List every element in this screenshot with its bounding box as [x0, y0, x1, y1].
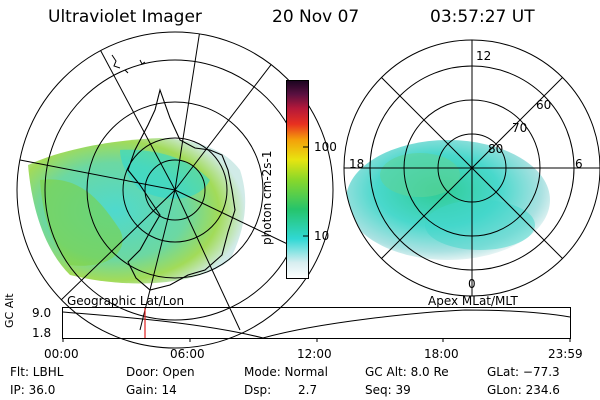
orbit-altitude-timeline [62, 307, 571, 342]
glat-info: GLat: −77.3 [487, 365, 560, 379]
time-label: 03:57:27 UT [430, 7, 535, 27]
mlt-label-6: 6 [575, 157, 583, 171]
timeline-ytick-min: 1.8 [32, 326, 52, 340]
timeline-xtick-1800: 18:00 [424, 347, 459, 361]
coastline [127, 88, 236, 291]
colorbar-unit-label: photon cm-2s-1 [260, 150, 274, 246]
ip-info: IP: 36.0 [10, 383, 56, 397]
magnetic-map [343, 39, 600, 297]
sequence-info: Seq: 39 [365, 383, 411, 397]
altitude-curve [62, 309, 571, 339]
mlt-label-18: 18 [349, 157, 365, 171]
timeline-xtick-0000: 00:00 [44, 347, 79, 361]
instrument-title: Ultraviolet Imager [48, 7, 202, 27]
date-label: 20 Nov 07 [272, 7, 360, 27]
intensity-colorbar [286, 80, 309, 279]
glon-info: GLon: 234.6 [487, 383, 560, 397]
filter-info: Flt: LBHL [10, 365, 64, 379]
dsp-value: 2.7 [298, 383, 318, 397]
magnetic-caption: Apex MLat/MLT [428, 294, 518, 308]
mlat-label-80: 80 [488, 142, 504, 156]
timeline-xtick-1200: 12:00 [297, 347, 332, 361]
timeline-ylabel: GC Alt [3, 293, 16, 328]
colorbar-tick-10: 10 [314, 229, 330, 243]
geographic-map [16, 31, 334, 349]
mlt-label-0: 0 [468, 277, 476, 291]
mlat-label-70: 70 [512, 121, 528, 135]
gain-info: Gain: 14 [126, 383, 177, 397]
timeline-ytick-max: 9.0 [32, 306, 52, 320]
door-info: Door: Open [126, 365, 195, 379]
timeline-xtick-0600: 06:00 [170, 347, 205, 361]
geographic-caption: Geographic Lat/Lon [67, 294, 185, 308]
timeline-xtick-2359: 23:59 [548, 347, 583, 361]
gc-altitude-info: GC Alt: 8.0 Re [365, 365, 449, 379]
dsp-label: Dsp: [244, 383, 272, 397]
colorbar-tick-100: 100 [314, 140, 337, 154]
mode-info: Mode: Normal [244, 365, 328, 379]
mlt-label-12: 12 [476, 49, 492, 63]
mlat-label-60: 60 [536, 98, 552, 112]
